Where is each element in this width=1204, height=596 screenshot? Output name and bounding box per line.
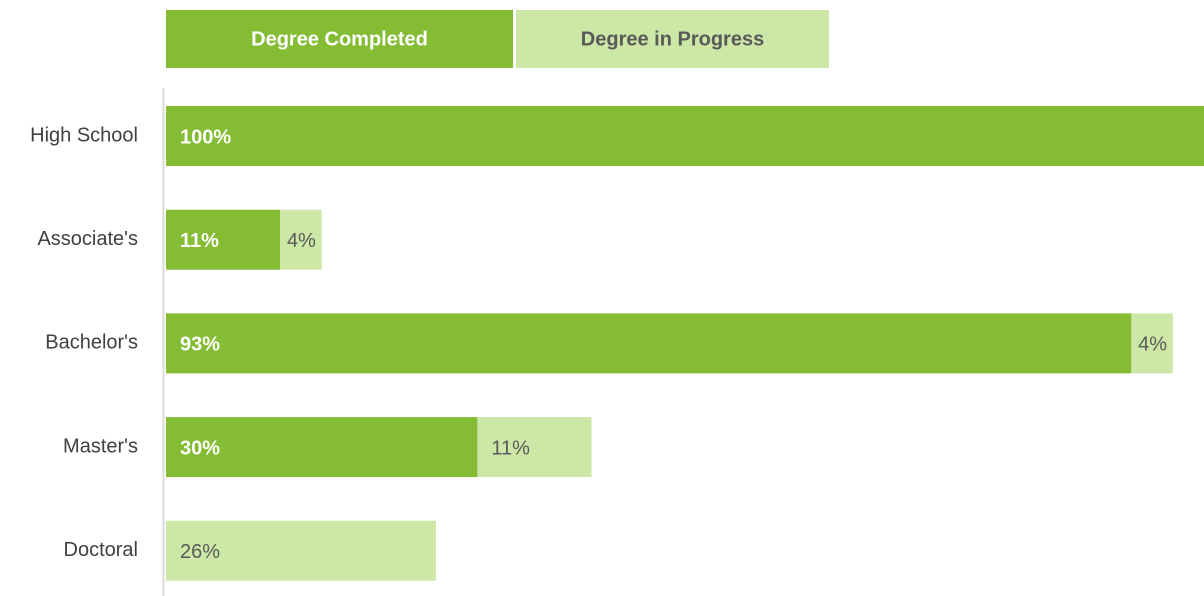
bar-segment [166, 313, 1132, 374]
bar-segment [166, 520, 436, 581]
category-label: Bachelor's [45, 332, 138, 354]
value-label: 30% [180, 437, 220, 459]
category-label: Master's [63, 435, 138, 457]
bar-segment [166, 417, 478, 478]
value-label: 11% [491, 437, 530, 459]
value-label: 93% [180, 334, 220, 356]
legend-label: Degree Completed [251, 28, 428, 50]
legend-swatch [166, 10, 513, 68]
bar-segment [1131, 313, 1173, 374]
value-label: 4% [287, 230, 316, 252]
value-label: 26% [180, 541, 220, 563]
value-label: 11% [180, 230, 219, 252]
bar-segment [477, 417, 592, 478]
bar-segment [166, 106, 1204, 166]
bar-segment [166, 209, 281, 270]
category-label: Doctoral [64, 539, 138, 561]
bar-segment [280, 209, 322, 270]
legend-label: Degree in Progress [581, 28, 764, 50]
legend-swatch [516, 10, 829, 68]
value-label: 100% [180, 126, 231, 148]
category-label: High School [30, 124, 138, 146]
value-label: 4% [1138, 334, 1167, 356]
category-label: Associate's [37, 228, 138, 250]
